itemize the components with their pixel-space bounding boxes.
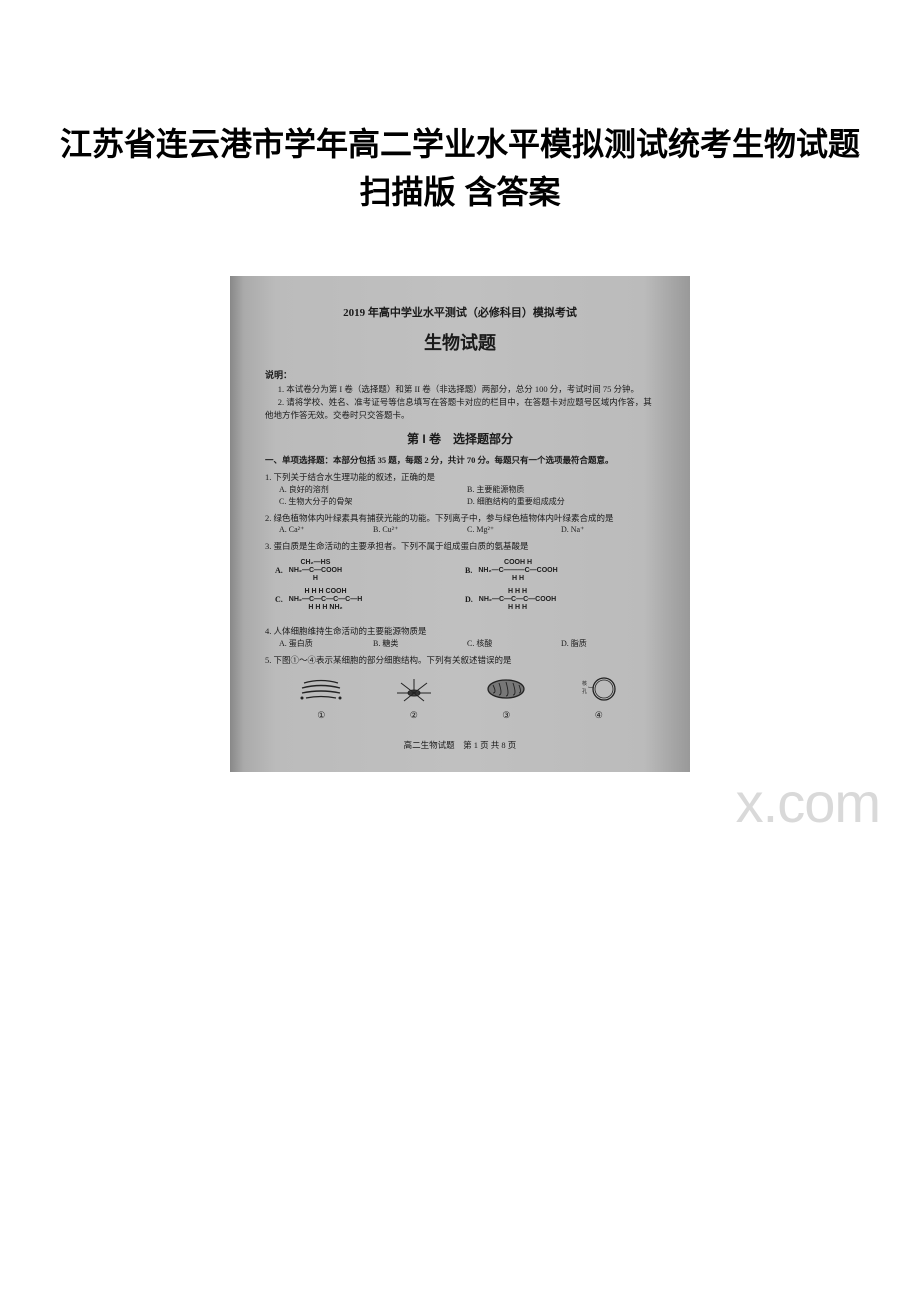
q4-opt-b: B. 糖类 (373, 638, 467, 650)
diagram-3: ③ (481, 675, 531, 723)
diagram-1-label: ① (317, 709, 325, 723)
q1-opt-d: D. 细胞结构的重要组成成分 (467, 496, 655, 508)
document-title: 江苏省连云港市学年高二学业水平模拟测试统考生物试题扫描版 含答案 (60, 120, 860, 216)
instruction-2: 2. 请将学校、姓名、准考证号等信息填写在答题卡对应的栏目中，在答题卡对应题号区… (265, 396, 655, 422)
q4-opt-d: D. 脂质 (561, 638, 655, 650)
q4-opt-c: C. 核酸 (467, 638, 561, 650)
diagram-4: 核 孔 ④ (574, 675, 624, 723)
q2-stem: 2. 绿色植物体内叶绿素具有捕获光能的功能。下列离子中，参与绿色植物体内叶绿素合… (265, 512, 655, 525)
question-5: 5. 下图①～④表示某细胞的部分细胞结构。下列有关叙述错误的是 ① (265, 654, 655, 726)
diagram-2-label: ② (410, 709, 418, 723)
q1-opt-b: B. 主要能源物质 (467, 484, 655, 496)
molecule-c: H H H COOH NH₂—C—C—C—C—H H H H NH₂ (289, 588, 363, 611)
exam-subject: 生物试题 (265, 331, 655, 356)
molecule-a: CH₂—HS NH₂—C—COOH H (289, 559, 342, 582)
question-2: 2. 绿色植物体内叶绿素具有捕获光能的功能。下列离子中，参与绿色植物体内叶绿素合… (265, 512, 655, 537)
exam-header: 2019 年高中学业水平测试（必修科目）模拟考试 (265, 306, 655, 321)
q3-stem: 3. 蛋白质是生命活动的主要承担者。下列不属于组成蛋白质的氨基酸是 (265, 540, 655, 553)
diagram-4-label: ④ (595, 709, 603, 723)
diagram-3-label: ③ (502, 709, 510, 723)
q4-opt-a: A. 蛋白质 (279, 638, 373, 650)
diagram-2: ② (389, 675, 439, 723)
q1-stem: 1. 下列关于结合水生理功能的叙述，正确的是 (265, 471, 655, 484)
question-1: 1. 下列关于结合水生理功能的叙述，正确的是 A. 良好的溶剂 B. 主要能源物… (265, 471, 655, 508)
q2-opt-a: A. Ca²⁺ (279, 524, 373, 536)
q4-stem: 4. 人体细胞维持生命活动的主要能源物质是 (265, 625, 655, 638)
watermark-text: x.com (736, 770, 880, 835)
scanned-exam-page: 2019 年高中学业水平测试（必修科目）模拟考试 生物试题 说明： 1. 本试卷… (230, 276, 690, 772)
q1-opt-c: C. 生物大分子的骨架 (279, 496, 467, 508)
q3-c-label: C. (275, 594, 283, 606)
q3-a-label: A. (275, 565, 283, 577)
golgi-icon (296, 675, 346, 703)
q2-opt-d: D. Na⁺ (561, 524, 655, 536)
nucleus-icon: 核 孔 (574, 675, 624, 703)
q3-opt-a: A. CH₂—HS NH₂—C—COOH H (275, 559, 465, 582)
molecule-d: H H H NH₂—C—C—C—COOH H H H (479, 588, 556, 611)
mitochondrion-icon (481, 675, 531, 703)
svg-text:核: 核 (582, 680, 587, 687)
question-4: 4. 人体细胞维持生命活动的主要能源物质是 A. 蛋白质 B. 糖类 C. 核酸… (265, 625, 655, 650)
q2-opt-b: B. Cu²⁺ (373, 524, 467, 536)
q3-d-label: D. (465, 594, 473, 606)
q2-opt-c: C. Mg²⁺ (467, 524, 561, 536)
centriole-icon (389, 675, 439, 703)
q1-opt-a: A. 良好的溶剂 (279, 484, 467, 496)
svg-text:孔: 孔 (582, 688, 587, 695)
q5-diagrams: ① ② (265, 667, 655, 727)
q3-opt-c: C. H H H COOH NH₂—C—C—C—C—H H H H NH₂ (275, 588, 465, 611)
page-footer: 高二生物试题 第 1 页 共 8 页 (265, 740, 655, 752)
q3-opt-d: D. H H H NH₂—C—C—C—COOH H H H (465, 588, 655, 611)
q5-stem: 5. 下图①～④表示某细胞的部分细胞结构。下列有关叙述错误的是 (265, 654, 655, 667)
q3-opt-b: B. COOH H NH₂—C———C—COOH H H (465, 559, 655, 582)
molecule-b: COOH H NH₂—C———C—COOH H H (478, 559, 557, 582)
instructions-label: 说明： (265, 369, 655, 382)
q3-b-label: B. (465, 565, 472, 577)
instruction-1: 1. 本试卷分为第 I 卷（选择题）和第 II 卷（非选择题）两部分，总分 10… (265, 383, 655, 396)
section-1-title: 第 I 卷 选择题部分 (265, 431, 655, 448)
diagram-1: ① (296, 675, 346, 723)
question-3: 3. 蛋白质是生命活动的主要承担者。下列不属于组成蛋白质的氨基酸是 A. CH₂… (265, 540, 655, 621)
section-1-desc: 一、单项选择题：本部分包括 35 题，每题 2 分，共计 70 分。每题只有一个… (265, 454, 655, 467)
